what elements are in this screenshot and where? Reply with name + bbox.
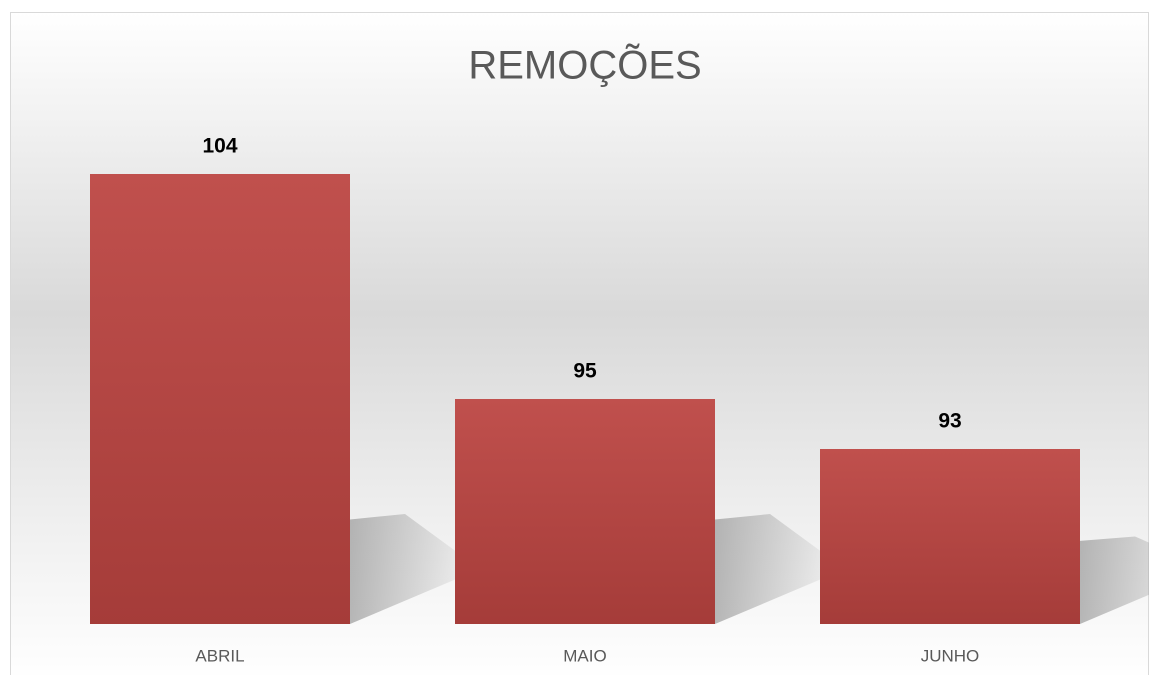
chart-title: REMOÇÕES — [468, 43, 701, 88]
x-tick-label: MAIO — [563, 646, 606, 665]
bar — [820, 449, 1080, 624]
data-label: 93 — [938, 410, 961, 433]
bar-shadow — [1080, 536, 1149, 624]
bar-shadow — [350, 514, 480, 624]
x-tick-label: ABRIL — [195, 646, 244, 665]
data-label: 95 — [573, 360, 597, 383]
bar-shadow — [715, 514, 845, 624]
data-label: 104 — [202, 135, 237, 158]
x-tick-label: JUNHO — [921, 646, 980, 665]
bar — [455, 399, 715, 624]
bar — [90, 174, 350, 624]
